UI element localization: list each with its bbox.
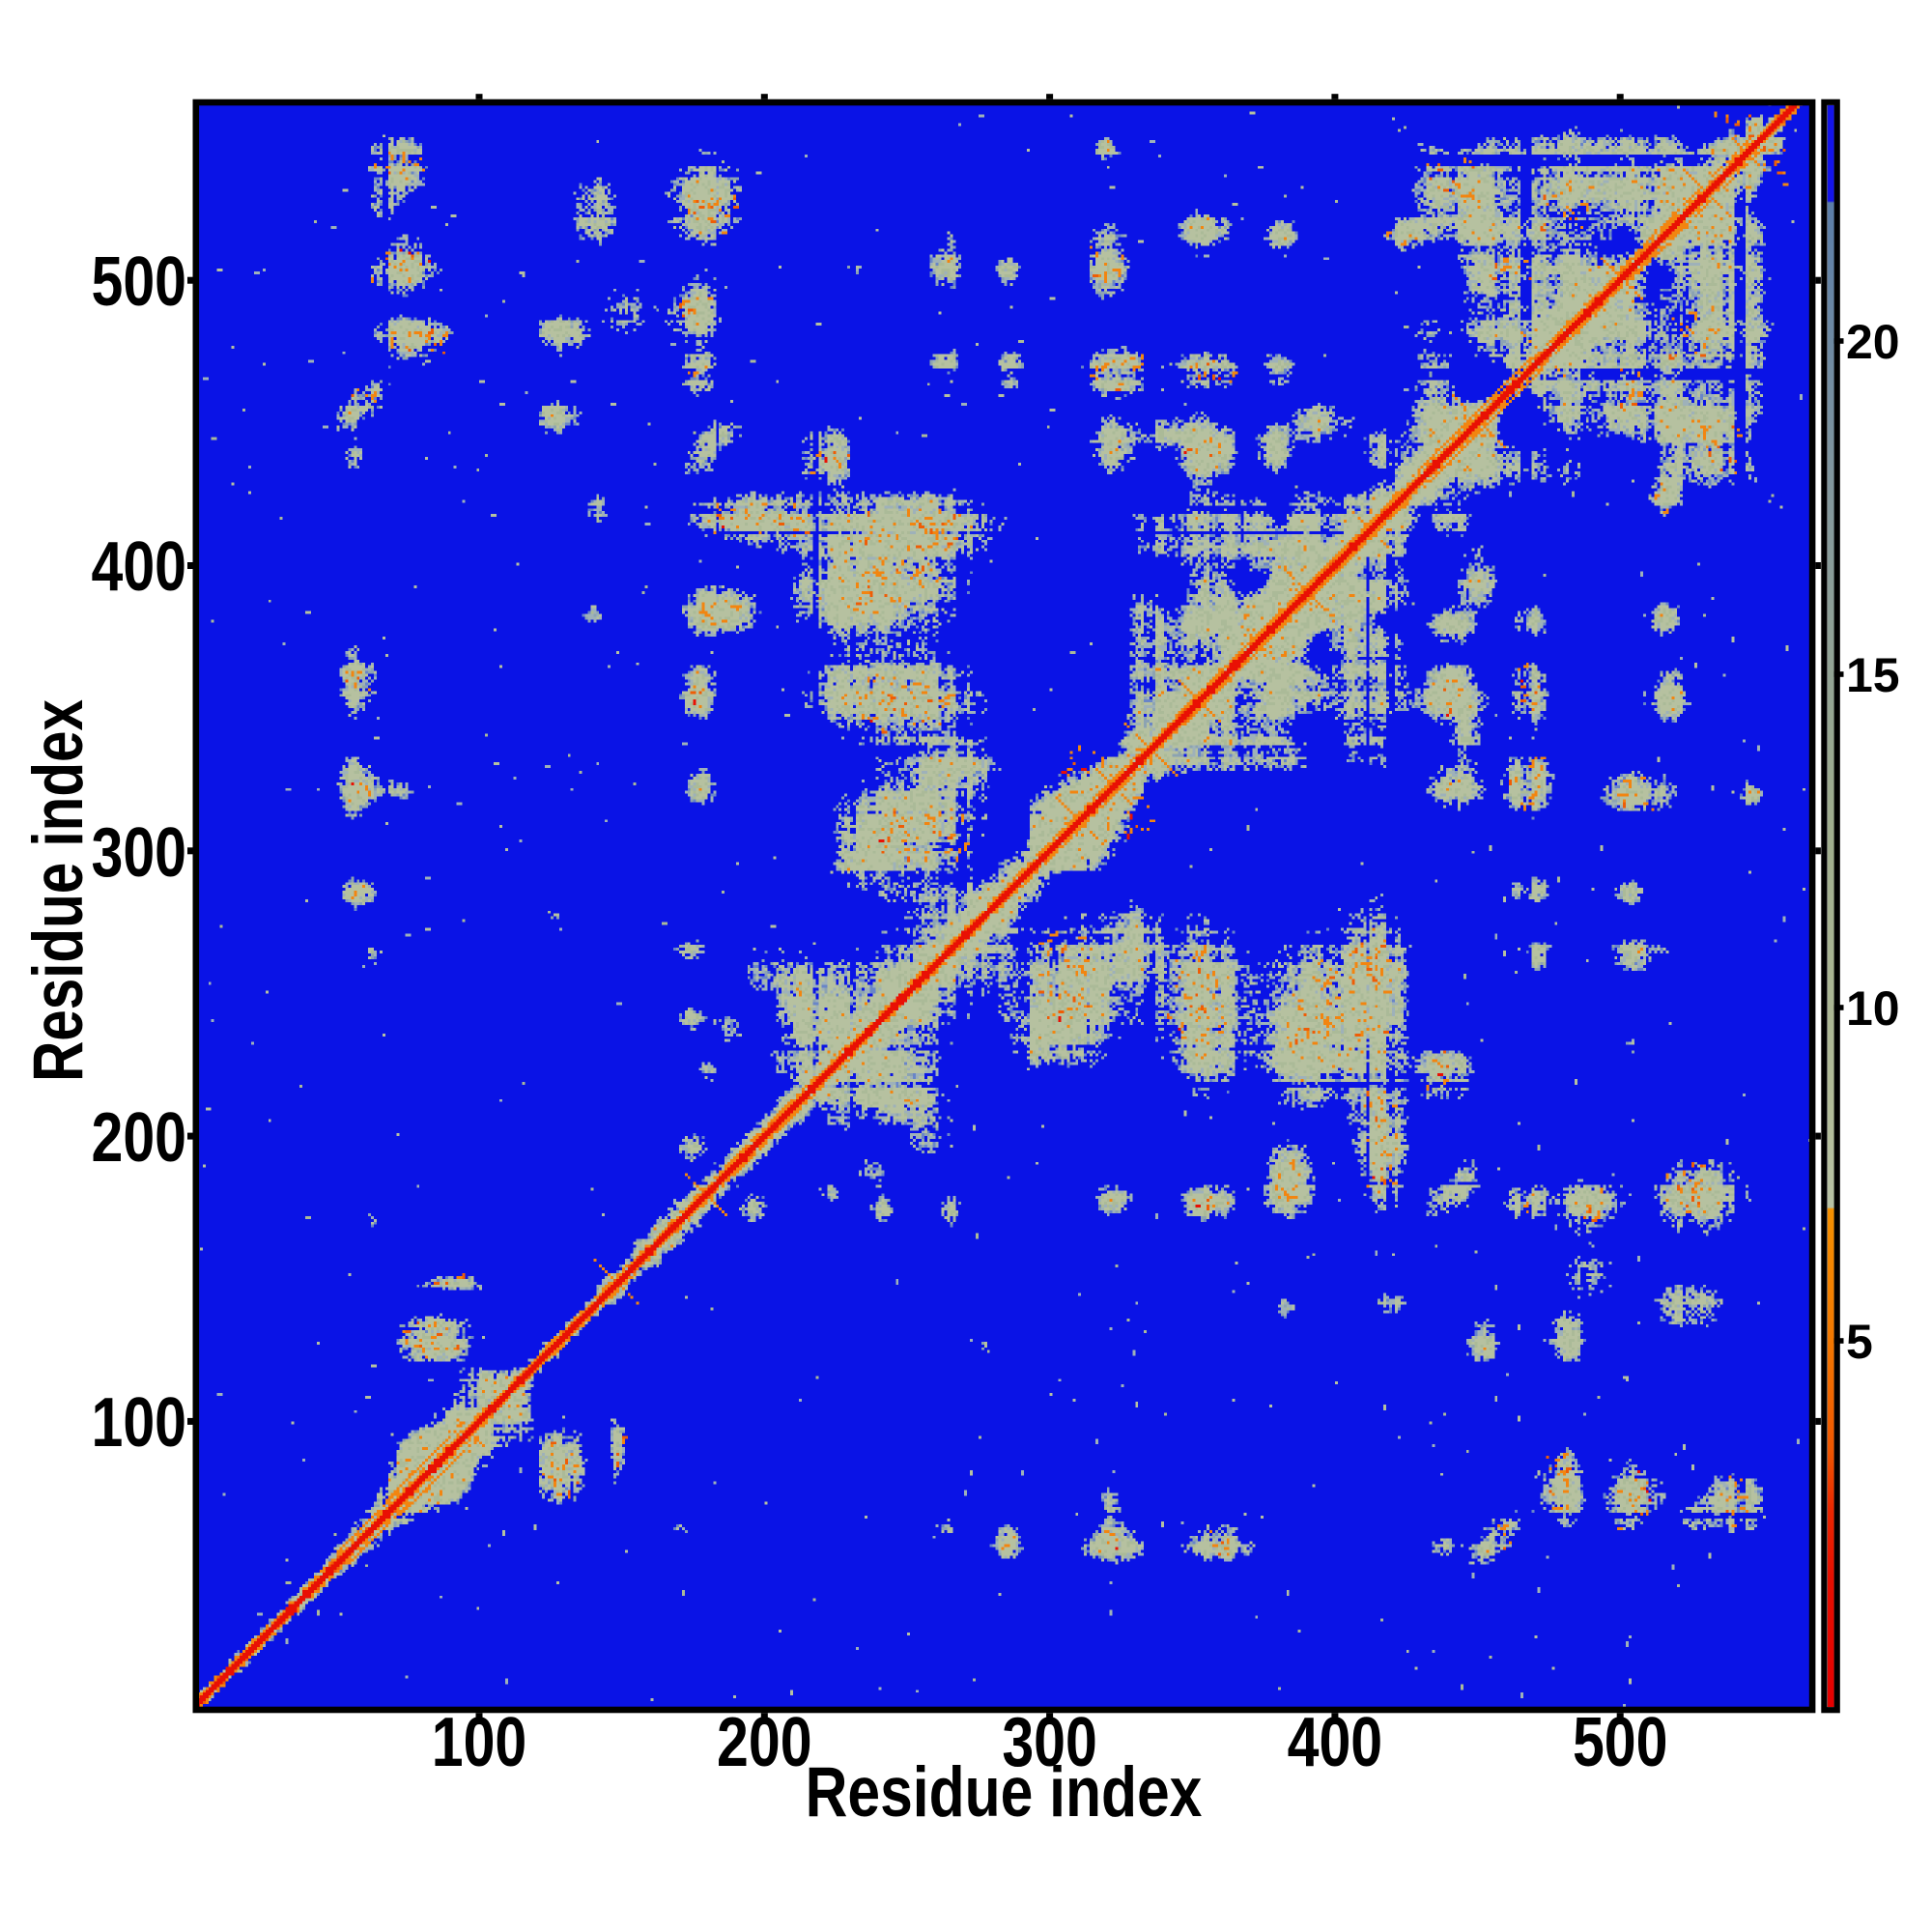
svg-text:200: 200: [717, 1702, 811, 1780]
svg-text:100: 100: [92, 1382, 186, 1461]
svg-text:400: 400: [1288, 1702, 1382, 1780]
svg-text:5: 5: [1846, 1315, 1873, 1369]
svg-text:20: 20: [1846, 315, 1900, 369]
svg-text:500: 500: [92, 242, 186, 320]
svg-text:400: 400: [92, 526, 186, 605]
svg-text:Residue index: Residue index: [19, 699, 99, 1082]
svg-text:300: 300: [1002, 1702, 1096, 1780]
svg-text:200: 200: [92, 1097, 186, 1176]
svg-text:500: 500: [1573, 1702, 1667, 1780]
svg-text:15: 15: [1846, 648, 1900, 702]
svg-text:300: 300: [92, 812, 186, 891]
svg-text:Residue index: Residue index: [806, 1753, 1203, 1833]
svg-text:100: 100: [432, 1702, 526, 1780]
svg-text:10: 10: [1846, 981, 1900, 1036]
